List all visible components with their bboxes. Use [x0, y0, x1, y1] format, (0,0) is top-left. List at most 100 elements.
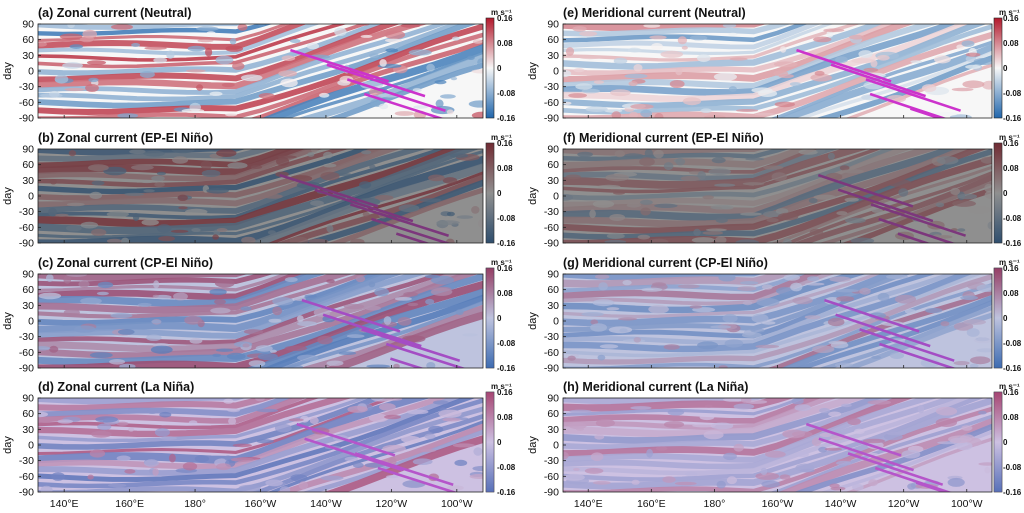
- colorbar-tick-label: 0.16: [497, 14, 513, 23]
- colorbar-tick-label: 0: [1003, 314, 1008, 323]
- y-tick-label: -90: [19, 238, 34, 250]
- colorbar-tick-label: -0.16: [1003, 488, 1022, 497]
- phase-line: [830, 63, 927, 98]
- y-tick-label: 30: [547, 300, 559, 312]
- heatmap-field: [563, 274, 992, 368]
- colorbar-tick-label: -0.16: [1003, 114, 1022, 123]
- x-tick-label: 140°E: [574, 498, 603, 510]
- panel-title: (d) Zonal current (La Niña): [38, 380, 194, 394]
- panel-g: (g) Meridional current (CP-El Niño) 90 60 3…: [527, 256, 1022, 375]
- colorbar-tick-label: 0.08: [497, 289, 513, 298]
- x-tick-label: 140°W: [825, 498, 857, 510]
- phase-line: [835, 313, 931, 348]
- phase-line: [796, 48, 892, 83]
- colorbar-unit: m s⁻¹: [999, 8, 1020, 17]
- x-tick-label: 160°E: [115, 498, 144, 510]
- panel-title: (g) Meridional current (CP-El Niño): [563, 256, 768, 270]
- phase-line: [879, 342, 957, 368]
- y-tick-label: 30: [22, 175, 34, 187]
- panel-h: (h) Meridional current (La Niña) 90 60 30 0 -…: [527, 380, 1022, 510]
- heatmap-field: [38, 149, 483, 243]
- colorbar-tick-label: -0.16: [1003, 239, 1022, 248]
- colorbar-tick-label: 0.16: [1003, 139, 1019, 148]
- y-tick-label: 60: [547, 284, 559, 296]
- y-tick-label: -90: [19, 363, 34, 375]
- colorbar-tick-label: 0.16: [497, 388, 513, 397]
- phase-line: [322, 313, 422, 348]
- phase-line: [818, 437, 915, 472]
- heatmap-field: [38, 24, 483, 118]
- colorbar-tick-label: -0.08: [1003, 339, 1022, 348]
- colorbar: 0.16 0.08 0 -0.08 -0.16 m s⁻¹: [993, 258, 1022, 373]
- y-tick-label: 30: [22, 50, 34, 62]
- panel-a: (a) Zonal current (Neutral) 90 60 30 0 -30 -60…: [2, 6, 516, 125]
- y-tick-label: 30: [547, 175, 559, 187]
- colorbar-tick-label: 0: [1003, 64, 1008, 73]
- y-tick-label: -90: [19, 487, 34, 499]
- colorbar: 0.16 0.08 0 -0.08 -0.16 m s⁻¹: [485, 133, 516, 248]
- heatmap-field: [563, 24, 992, 118]
- x-tick-label: 100°W: [441, 498, 473, 510]
- x-tick-label: 180°: [184, 498, 206, 510]
- colorbar-tick-label: -0.16: [497, 114, 516, 123]
- y-tick-label: -90: [544, 487, 559, 499]
- y-tick-label: -30: [544, 331, 559, 343]
- y-tick-label: 0: [553, 66, 559, 78]
- y-tick-label: 60: [22, 284, 34, 296]
- y-tick-label: -60: [19, 347, 34, 359]
- phase-line: [377, 466, 458, 492]
- heatmap-field: [38, 398, 483, 492]
- heatmap-field: [563, 149, 992, 243]
- y-axis-label: day: [2, 436, 14, 454]
- heatmap-field: [38, 274, 483, 368]
- y-tick-label: -30: [19, 206, 34, 218]
- colorbar-tick-label: 0.08: [497, 164, 513, 173]
- y-tick-label: -60: [544, 97, 559, 109]
- y-tick-label: 0: [28, 191, 34, 203]
- colorbar-tick-label: -0.08: [1003, 89, 1022, 98]
- phase-line: [326, 63, 426, 98]
- colorbar-tick-label: 0: [497, 438, 502, 447]
- colorbar: 0.16 0.08 0 -0.08 -0.16 m s⁻¹: [485, 382, 516, 497]
- colorbar-tick-label: -0.08: [497, 463, 516, 472]
- y-tick-label: -30: [544, 81, 559, 93]
- colorbar-tick-label: -0.08: [497, 339, 516, 348]
- y-tick-label: -60: [19, 97, 34, 109]
- y-axis-label: day: [527, 312, 539, 330]
- colorbar-tick-label: -0.16: [497, 364, 516, 373]
- y-tick-label: -30: [19, 331, 34, 343]
- colorbar-unit: m s⁻¹: [999, 382, 1020, 391]
- y-tick-label: -30: [544, 206, 559, 218]
- y-tick-label: 90: [547, 269, 559, 281]
- y-tick-label: -60: [544, 471, 559, 483]
- y-tick-label: 90: [22, 144, 34, 156]
- y-tick-label: 0: [553, 316, 559, 328]
- panel-title: (b) Zonal current (EP-El Niño): [38, 131, 213, 145]
- x-tick-label: 160°W: [245, 498, 277, 510]
- y-tick-label: 60: [547, 408, 559, 420]
- y-tick-label: 60: [547, 159, 559, 171]
- phase-line: [847, 452, 944, 486]
- phase-line: [346, 78, 446, 112]
- colorbar-tick-label: 0.08: [1003, 289, 1019, 298]
- colorbar-tick-label: 0.08: [1003, 413, 1019, 422]
- colorbar-tick-label: -0.16: [1003, 364, 1022, 373]
- phase-line: [859, 328, 955, 362]
- phase-line: [354, 452, 454, 486]
- colorbar-tick-label: 0.08: [1003, 39, 1019, 48]
- x-tick-label: 140°W: [310, 498, 342, 510]
- y-tick-label: -90: [544, 238, 559, 250]
- phase-line: [296, 422, 396, 457]
- phase-line: [304, 437, 404, 472]
- y-tick-label: 30: [22, 424, 34, 436]
- y-tick-label: 90: [22, 269, 34, 281]
- y-tick-label: -90: [19, 113, 34, 125]
- panel-e: (e) Meridional current (Neutral) 90 60 30 0 -…: [527, 6, 1022, 125]
- y-axis-label: day: [527, 436, 539, 454]
- colorbar-tick-label: 0.08: [1003, 164, 1019, 173]
- y-tick-label: 90: [22, 393, 34, 405]
- phase-line: [865, 78, 962, 112]
- panel-title: (c) Zonal current (CP-El Niño): [38, 256, 213, 270]
- y-tick-label: -60: [19, 222, 34, 234]
